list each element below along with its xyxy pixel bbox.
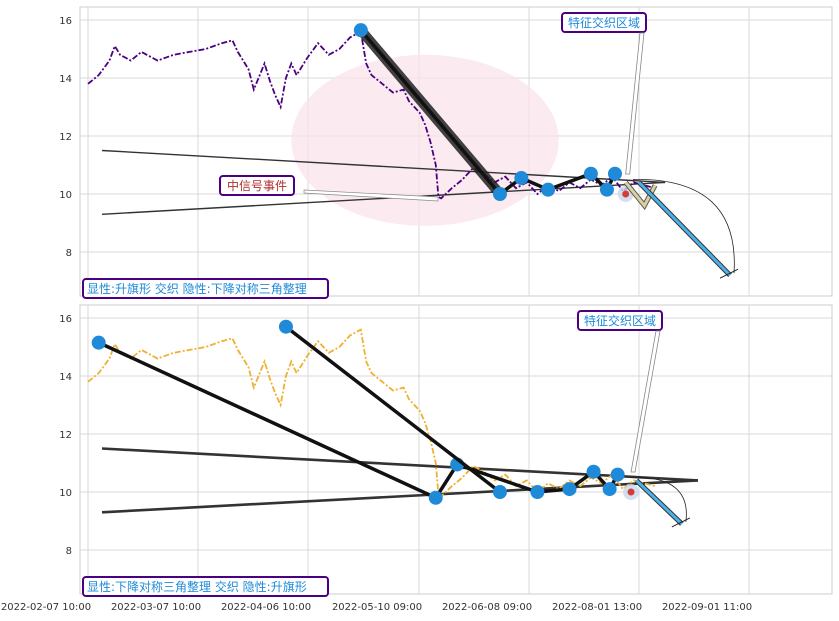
event-arrow: [303, 189, 439, 202]
main-layer: [87, 23, 739, 528]
triangle-upper-line: [101, 149, 666, 184]
x-tick-label: 2022-02-07 10:00: [1, 602, 91, 613]
pivot-point: [278, 319, 293, 334]
price-line: [87, 328, 656, 498]
pivot-point: [602, 482, 617, 497]
triangle-lower-line: [101, 479, 698, 514]
pivot-point: [607, 166, 622, 181]
pivot-path-b: [284, 325, 501, 494]
panel-top: [87, 23, 739, 279]
pivot-point: [353, 23, 368, 38]
y-tick-label: 14: [59, 372, 72, 383]
y-tick-label: 16: [59, 16, 72, 27]
price-line: [87, 30, 656, 200]
forecast-arc: [633, 178, 735, 274]
pivot-point: [530, 485, 545, 499]
panel-frame: [79, 304, 833, 595]
forecast-arc: [630, 476, 687, 522]
forecast-down-line: [635, 479, 683, 525]
pivot-point: [610, 467, 625, 482]
y-tick-label: 16: [59, 314, 72, 325]
pivot-point: [599, 182, 614, 197]
pivot-point: [586, 464, 601, 479]
event-badge-text: 中信号事件: [227, 178, 287, 193]
pattern-badge-text: 显性:下降对称三角整理 交织 隐性:升旗形: [87, 579, 307, 594]
pivot-point: [492, 485, 507, 499]
x-tick-label: 2022-03-07 10:00: [111, 602, 201, 613]
y-tick-label: 8: [66, 546, 72, 557]
y-tick-label: 8: [66, 248, 72, 259]
x-tick-label: 2022-06-08 09:00: [442, 602, 532, 613]
pivot-point: [514, 171, 529, 186]
y-tick-label: 14: [59, 74, 72, 85]
pattern-badge-text: 显性:升旗形 交织 隐性:下降对称三角整理: [87, 281, 307, 296]
feature-badge-text: 特征交织区域: [584, 313, 656, 328]
x-tick-label: 2022-04-06 10:00: [221, 602, 311, 613]
event-badge: [219, 175, 295, 196]
background-layer: [79, 6, 833, 595]
pivot-point: [428, 490, 443, 505]
feature-arrow: [625, 32, 645, 175]
feature-arrow: [630, 330, 661, 473]
pivot-point: [562, 482, 577, 497]
feature-badge-text: 特征交织区域: [568, 15, 640, 30]
pivot-point: [583, 166, 598, 181]
triangle-lower-line: [101, 181, 666, 215]
panel-bottom: [87, 319, 698, 528]
y-tick-label: 10: [59, 488, 72, 499]
y-tick-label: 10: [59, 190, 72, 201]
forecast-arc-cap: [671, 517, 691, 528]
feature-badge: [577, 310, 663, 331]
pattern-badge: [82, 576, 329, 597]
feature-badge: [561, 12, 647, 33]
y-tick-label: 12: [59, 132, 72, 143]
x-tick-label: 2022-09-01 11:00: [662, 602, 752, 613]
last-point: [627, 488, 635, 496]
y-tick-label: 12: [59, 430, 72, 441]
pivot-point: [492, 187, 507, 201]
x-tick-label: 2022-05-10 09:00: [332, 602, 422, 613]
forecast-arc-cap: [719, 268, 739, 279]
forecast-down-line: [637, 181, 732, 277]
pattern-badge: [82, 278, 329, 299]
pivot-point: [541, 182, 556, 197]
pivot-point: [91, 335, 106, 350]
x-tick-label: 2022-08-01 13:00: [552, 602, 642, 613]
last-point: [622, 190, 630, 198]
